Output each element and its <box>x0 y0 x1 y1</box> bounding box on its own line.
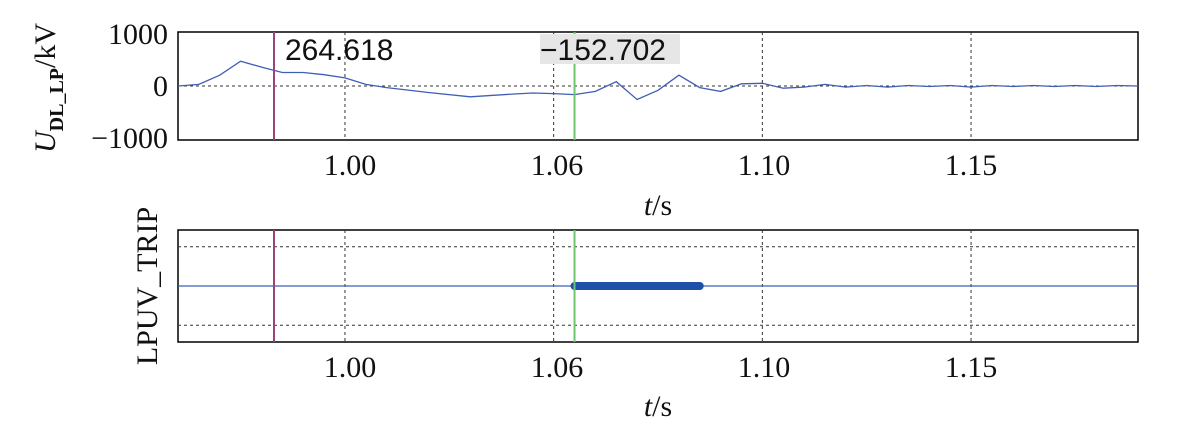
bottom-xtick-label: 1.10 <box>738 351 791 384</box>
bottom-yaxis-label: LPUV_TRIP <box>131 207 164 365</box>
bottom-panel: 1.00 1.06 1.10 1.15 t/s LPUV_TRIP <box>131 207 1139 423</box>
bottom-xaxis-var: t <box>644 390 653 423</box>
top-panel: 264.618 −152.702 1000 0 −1000 1.00 1.06 … <box>29 18 1139 222</box>
top-ytick-label: −1000 <box>91 122 168 155</box>
top-xaxis-var: t <box>644 189 653 222</box>
top-ytick-label: 0 <box>153 70 168 103</box>
cursor-a-value-label: 264.618 <box>285 34 393 67</box>
top-yaxis-sub: DL_LP <box>46 68 68 131</box>
bottom-xtick-label: 1.15 <box>945 351 998 384</box>
top-yaxis-unit: /kV <box>29 23 62 68</box>
bottom-xtick-label: 1.00 <box>324 351 377 384</box>
top-yaxis-label: UDL_LP/kV <box>29 23 68 153</box>
cursor-b-label-background <box>540 34 680 64</box>
cursor-b-value-label: −152.702 <box>540 34 666 67</box>
top-yaxis-var: U <box>29 129 62 153</box>
bottom-xaxis-label: t/s <box>644 390 672 423</box>
top-ytick-label: 1000 <box>108 18 168 51</box>
top-xtick-label: 1.00 <box>324 149 377 182</box>
bottom-xtick-label: 1.06 <box>531 351 584 384</box>
top-xaxis-unit: /s <box>652 189 672 222</box>
bottom-xaxis-unit: /s <box>652 390 672 423</box>
top-series-line <box>177 60 1139 101</box>
top-xtick-label: 1.06 <box>531 149 584 182</box>
top-xtick-label: 1.15 <box>945 149 998 182</box>
top-xaxis-label: t/s <box>644 189 672 222</box>
top-xtick-label: 1.10 <box>738 149 791 182</box>
